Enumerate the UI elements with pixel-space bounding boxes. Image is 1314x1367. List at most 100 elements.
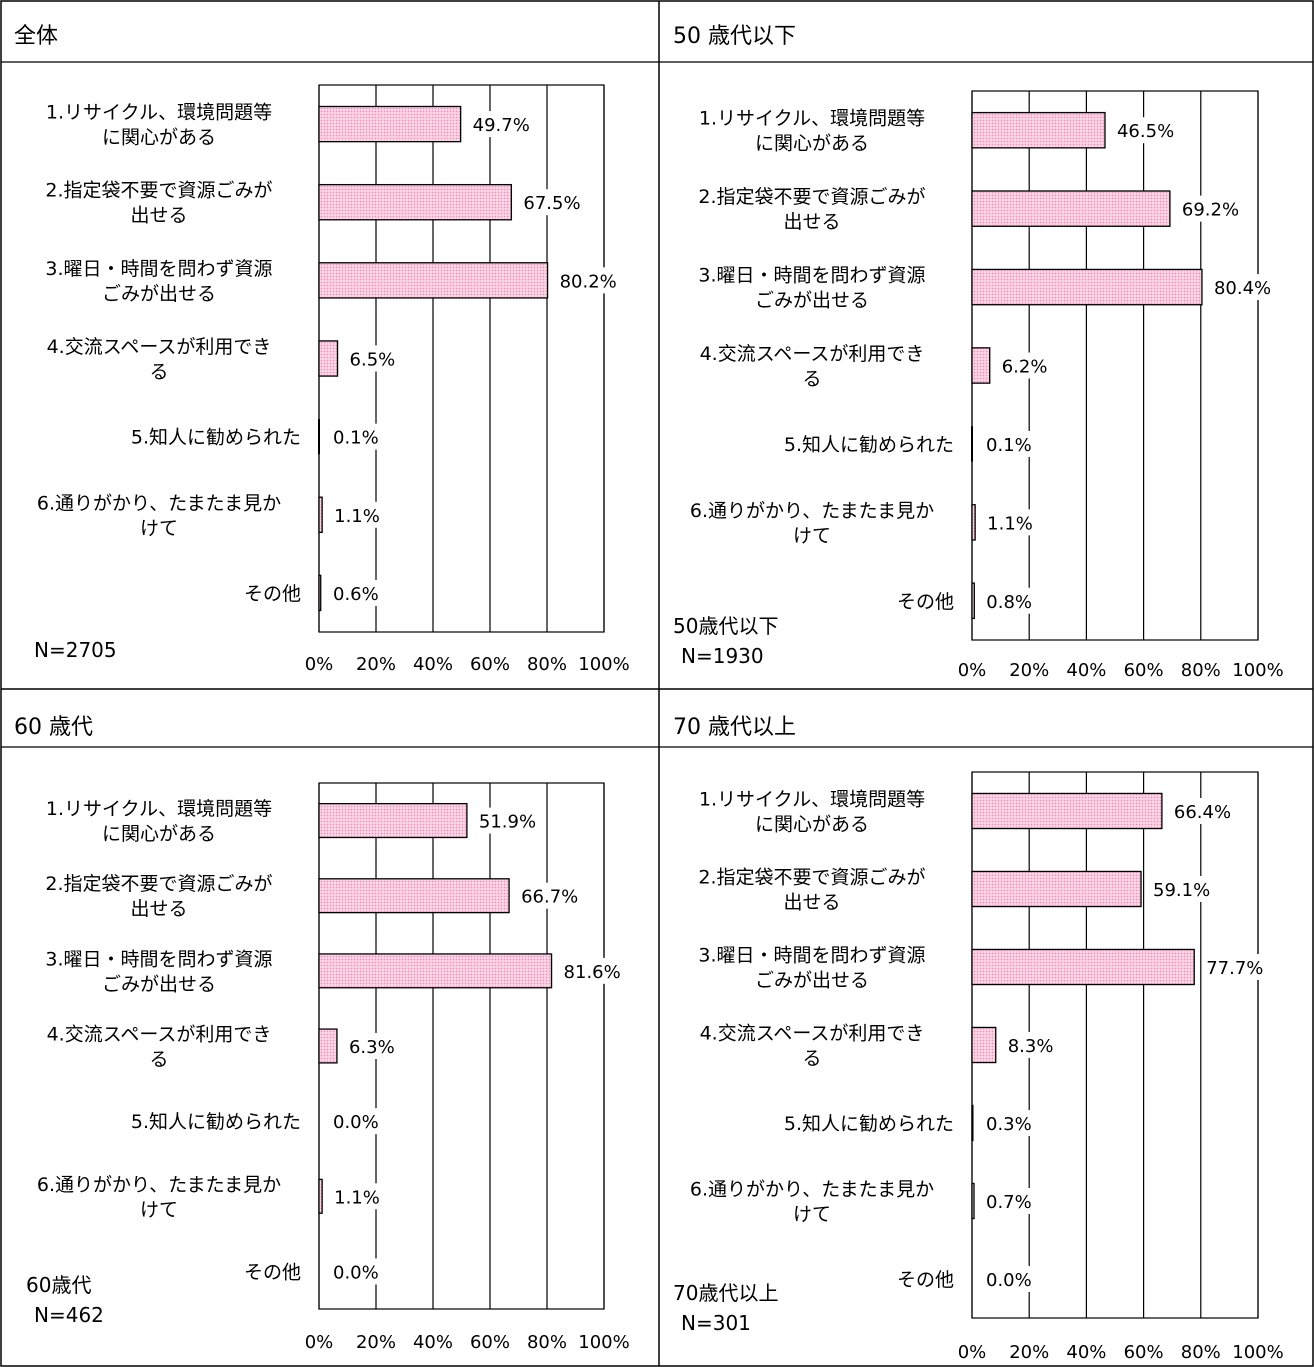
bar bbox=[318, 878, 510, 914]
category-label: 5.知人に勧められた bbox=[784, 434, 954, 456]
bar bbox=[971, 582, 975, 620]
category-label: その他 bbox=[897, 591, 954, 613]
value-label-bg bbox=[555, 267, 622, 294]
value-label: 6.3% bbox=[349, 1037, 395, 1058]
value-label-bg bbox=[982, 587, 1049, 614]
chart-svg: 0% 20% 40% 60% 80% 100% 51.9% 1.リサイクル、環境問題等に関心が… bbox=[37, 782, 630, 1353]
x-tick-label: 60% bbox=[1124, 660, 1164, 681]
value-label: 0.0% bbox=[333, 1262, 379, 1283]
category-label: 6.通りがかり、たまたま見かけて bbox=[37, 492, 281, 539]
panel-title: 50 歳代以下 bbox=[673, 24, 796, 49]
value-label: 69.2% bbox=[1182, 200, 1239, 221]
bar bbox=[971, 1104, 974, 1142]
value-label: 77.7% bbox=[1206, 958, 1263, 979]
category-label: 2.指定袋不要で資源ごみが出せる bbox=[698, 186, 925, 233]
sample-size-note: N=301 bbox=[681, 1311, 751, 1335]
x-tick-label: 40% bbox=[1066, 660, 1106, 681]
x-tick-label: 100% bbox=[578, 654, 629, 675]
x-tick-label: 20% bbox=[1009, 660, 1049, 681]
value-label-bg bbox=[982, 1188, 1049, 1214]
value-label-bg bbox=[329, 579, 395, 606]
sample-size-note: N=1930 bbox=[681, 644, 764, 668]
category-label: 4.交流スペースが利用できる bbox=[700, 1023, 925, 1070]
category-label: その他 bbox=[244, 1261, 301, 1283]
value-label-bg bbox=[329, 1108, 395, 1135]
value-label-bg bbox=[517, 882, 584, 909]
category-label: 5.知人に勧められた bbox=[131, 427, 301, 449]
category-label: 6.通りがかり、たまたま見かけて bbox=[37, 1174, 281, 1221]
x-tick-label: 60% bbox=[1124, 1342, 1164, 1363]
panel-title: 全体 bbox=[14, 24, 59, 49]
value-label-bg bbox=[982, 1266, 1048, 1292]
x-tick-label: 40% bbox=[1066, 1342, 1106, 1363]
bar bbox=[318, 1028, 338, 1064]
x-tick-label: 0% bbox=[958, 1342, 987, 1363]
category-label: 1.リサイクル、環境問題等に関心がある bbox=[699, 789, 925, 836]
value-label: 0.0% bbox=[986, 1270, 1032, 1291]
bar bbox=[318, 1178, 323, 1214]
bar bbox=[318, 105, 462, 143]
value-label: 49.7% bbox=[473, 115, 530, 136]
value-label-bg bbox=[1112, 117, 1179, 144]
bar bbox=[971, 347, 991, 384]
value-label-bg bbox=[983, 509, 1050, 536]
value-label: 0.1% bbox=[333, 428, 379, 449]
group-note: 60歳代 bbox=[26, 1273, 92, 1297]
category-label: 3.曜日・時間を問わず資源ごみが出せる bbox=[45, 948, 272, 995]
category-label: 5.知人に勧められた bbox=[784, 1113, 954, 1135]
x-tick-label: 80% bbox=[527, 654, 567, 675]
value-label: 0.7% bbox=[986, 1192, 1032, 1213]
x-tick-label: 0% bbox=[305, 1332, 334, 1353]
chart-panel-50s-and-under: 50 歳代以下 0% 20% 40% 60% 80% 100% 46.5% 1.リサイクル、環… bbox=[659, 0, 1314, 689]
x-tick-label: 40% bbox=[413, 654, 453, 675]
bar bbox=[971, 1026, 997, 1064]
x-tick-label: 80% bbox=[1181, 660, 1221, 681]
x-tick-label: 100% bbox=[1232, 1342, 1283, 1363]
value-label-bg bbox=[330, 501, 397, 528]
bar bbox=[971, 190, 1171, 227]
category-label: 4.交流スペースが利用できる bbox=[47, 1024, 272, 1071]
category-label: 4.交流スペースが利用できる bbox=[47, 336, 272, 383]
category-label: 6.通りがかり、たまたま見かけて bbox=[690, 500, 934, 547]
x-tick-label: 0% bbox=[958, 660, 987, 681]
value-label: 1.1% bbox=[987, 513, 1033, 534]
bar bbox=[318, 340, 339, 377]
category-label: 6.通りがかり、たまたま見かけて bbox=[690, 1179, 934, 1226]
x-tick-label: 60% bbox=[470, 654, 510, 675]
category-label: 1.リサイクル、環境問題等に関心がある bbox=[46, 798, 272, 845]
value-label-bg bbox=[344, 1033, 411, 1059]
value-label-bg bbox=[559, 957, 626, 984]
chart-panel-all: 全体 0% 20% 40% 60% 80% 100% 49.7% 1.リサイクル、環境問題等に… bbox=[0, 0, 659, 689]
value-label: 1.1% bbox=[334, 506, 380, 527]
bar bbox=[971, 268, 1203, 306]
x-tick-label: 100% bbox=[578, 1332, 629, 1353]
x-tick-label: 80% bbox=[1181, 1342, 1221, 1363]
value-label: 46.5% bbox=[1117, 121, 1174, 142]
bar bbox=[318, 496, 323, 534]
value-label: 1.1% bbox=[334, 1187, 380, 1208]
x-tick-label: 60% bbox=[470, 1332, 510, 1353]
sample-size-note: N=2705 bbox=[34, 638, 117, 662]
value-label-bg bbox=[1149, 876, 1216, 902]
x-tick-label: 20% bbox=[1009, 1342, 1049, 1363]
category-label: 2.指定袋不要で資源ごみが出せる bbox=[45, 873, 272, 920]
sample-size-note: N=462 bbox=[34, 1303, 104, 1327]
value-label: 0.0% bbox=[333, 1112, 379, 1133]
value-label: 80.2% bbox=[560, 271, 617, 292]
value-label: 6.5% bbox=[350, 350, 396, 371]
panel-title: 60 歳代 bbox=[14, 715, 93, 740]
bar bbox=[971, 948, 1195, 986]
value-label: 67.5% bbox=[523, 193, 580, 214]
category-label: 3.曜日・時間を問わず資源ごみが出せる bbox=[698, 945, 925, 992]
x-tick-label: 80% bbox=[527, 1332, 567, 1353]
value-label: 81.6% bbox=[564, 962, 621, 983]
chart-svg: 0% 20% 40% 60% 80% 100% 66.4% 1.リサイクル、環境問題等に関心が… bbox=[690, 771, 1284, 1363]
value-label: 66.4% bbox=[1174, 802, 1231, 823]
value-label-bg bbox=[1209, 274, 1276, 301]
value-label-bg bbox=[1177, 195, 1244, 222]
value-label: 8.3% bbox=[1008, 1036, 1054, 1057]
value-label-bg bbox=[468, 111, 535, 138]
value-label-bg bbox=[997, 352, 1064, 379]
value-label: 0.3% bbox=[986, 1114, 1032, 1135]
